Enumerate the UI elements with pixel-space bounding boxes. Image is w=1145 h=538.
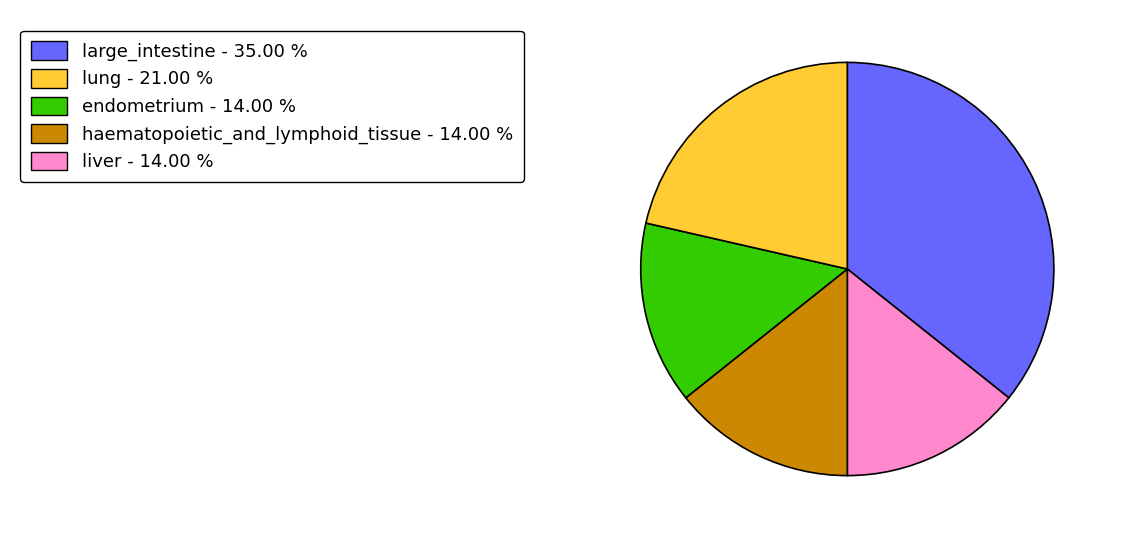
Wedge shape	[686, 269, 847, 476]
Wedge shape	[847, 269, 1009, 476]
Wedge shape	[847, 62, 1053, 398]
Legend: large_intestine - 35.00 %, lung - 21.00 %, endometrium - 14.00 %, haematopoietic: large_intestine - 35.00 %, lung - 21.00 …	[21, 31, 524, 182]
Wedge shape	[641, 223, 847, 398]
Wedge shape	[646, 62, 847, 269]
